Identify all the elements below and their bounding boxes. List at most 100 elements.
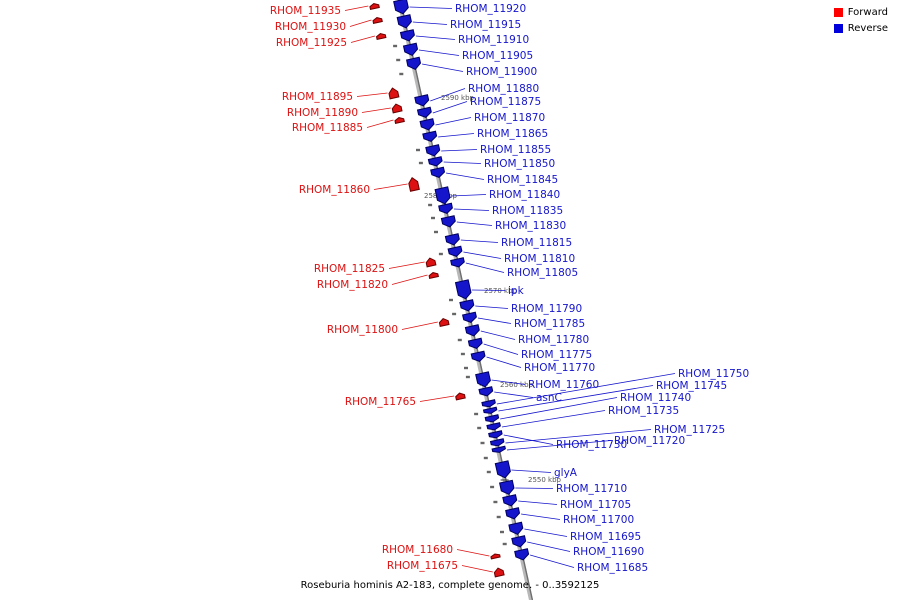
gene-glyph-RHOM_11930[interactable] xyxy=(372,17,383,24)
gene-label-RHOM_11930[interactable]: RHOM_11930 xyxy=(275,21,346,33)
gene-label-RHOM_11705[interactable]: RHOM_11705 xyxy=(560,499,631,511)
gene-glyph-RHOM_11695[interactable] xyxy=(508,521,524,536)
gene-label-RHOM_11770[interactable]: RHOM_11770 xyxy=(524,362,595,374)
gene-glyph-RHOM_11685[interactable] xyxy=(514,548,530,561)
gene-glyph-RHOM_11905[interactable] xyxy=(402,42,419,57)
gene-label-RHOM_11860[interactable]: RHOM_11860 xyxy=(299,184,370,196)
gene-glyph-ipk[interactable] xyxy=(454,279,472,300)
gene-glyph-RHOM_11815[interactable] xyxy=(444,233,460,246)
gene-glyph-RHOM_11920[interactable] xyxy=(393,0,409,15)
gene-glyph-RHOM_11725[interactable] xyxy=(489,438,505,447)
gene-label-RHOM_11695[interactable]: RHOM_11695 xyxy=(570,531,641,543)
gene-glyph-RHOM_11875[interactable] xyxy=(416,106,432,118)
gene-label-RHOM_11790[interactable]: RHOM_11790 xyxy=(511,303,582,315)
gene-glyph-RHOM_11745[interactable] xyxy=(482,406,498,414)
gene-label-RHOM_11895[interactable]: RHOM_11895 xyxy=(282,91,353,103)
gene-glyph-RHOM_11735[interactable] xyxy=(486,422,501,431)
gene-label-RHOM_11925[interactable]: RHOM_11925 xyxy=(276,37,347,49)
gene-label-RHOM_11820[interactable]: RHOM_11820 xyxy=(317,279,388,291)
gene-glyph-RHOM_11865[interactable] xyxy=(422,130,438,142)
gene-label-RHOM_11900[interactable]: RHOM_11900 xyxy=(466,66,537,78)
gene-glyph-RHOM_11850[interactable] xyxy=(427,156,443,167)
gene-glyph-RHOM_11820[interactable] xyxy=(428,272,439,279)
gene-glyph-glyA[interactable] xyxy=(494,460,511,479)
gene-glyph-RHOM_11780[interactable] xyxy=(464,324,480,337)
gene-label-RHOM_11740[interactable]: RHOM_11740 xyxy=(620,392,691,404)
gene-glyph-RHOM_11690[interactable] xyxy=(511,535,527,548)
gene-glyph-RHOM_11830[interactable] xyxy=(440,215,456,228)
gene-label-RHOM_11780[interactable]: RHOM_11780 xyxy=(518,334,589,346)
gene-label-RHOM_11920[interactable]: RHOM_11920 xyxy=(455,3,526,15)
gene-label-RHOM_11830[interactable]: RHOM_11830 xyxy=(495,220,566,232)
gene-label-RHOM_11775[interactable]: RHOM_11775 xyxy=(521,349,592,361)
gene-label-RHOM_11875[interactable]: RHOM_11875 xyxy=(470,96,541,108)
gene-glyph-asnC[interactable] xyxy=(478,386,494,397)
gene-glyph-RHOM_11710[interactable] xyxy=(499,479,515,495)
gene-glyph-RHOM_11925[interactable] xyxy=(375,33,387,40)
gene-label-RHOM_11880[interactable]: RHOM_11880 xyxy=(468,83,539,95)
gene-label-ipk[interactable]: ipk xyxy=(508,285,525,297)
gene-glyph-RHOM_11860[interactable] xyxy=(408,176,420,192)
gene-glyph-RHOM_11775[interactable] xyxy=(467,337,483,349)
gene-label-RHOM_11885[interactable]: RHOM_11885 xyxy=(292,122,363,134)
gene-glyph-RHOM_11915[interactable] xyxy=(396,14,412,29)
gene-glyph-RHOM_11910[interactable] xyxy=(399,29,415,42)
gene-label-RHOM_11760[interactable]: RHOM_11760 xyxy=(528,379,599,391)
gene-glyph-RHOM_11935[interactable] xyxy=(369,3,380,10)
gene-label-RHOM_11785[interactable]: RHOM_11785 xyxy=(514,318,585,330)
gene-label-RHOM_11720[interactable]: RHOM_11720 xyxy=(614,435,685,447)
gene-glyph-RHOM_11675[interactable] xyxy=(493,567,505,578)
gene-glyph-RHOM_11805[interactable] xyxy=(450,257,465,268)
gene-glyph-RHOM_11730[interactable] xyxy=(488,430,503,439)
gene-glyph-RHOM_11900[interactable] xyxy=(406,56,422,71)
gene-label-RHOM_11815[interactable]: RHOM_11815 xyxy=(501,237,572,249)
gene-label-RHOM_11750[interactable]: RHOM_11750 xyxy=(678,368,749,380)
gene-label-RHOM_11680[interactable]: RHOM_11680 xyxy=(382,544,453,556)
gene-glyph-RHOM_11720[interactable] xyxy=(491,445,506,453)
gene-label-RHOM_11685[interactable]: RHOM_11685 xyxy=(577,562,648,574)
gene-label-RHOM_11745[interactable]: RHOM_11745 xyxy=(656,380,727,392)
gene-label-RHOM_11915[interactable]: RHOM_11915 xyxy=(450,19,521,31)
gene-label-RHOM_11825[interactable]: RHOM_11825 xyxy=(314,263,385,275)
gene-label-RHOM_11855[interactable]: RHOM_11855 xyxy=(480,144,551,156)
gene-label-RHOM_11735[interactable]: RHOM_11735 xyxy=(608,405,679,417)
gene-glyph-RHOM_11750[interactable] xyxy=(481,399,496,408)
gene-label-RHOM_11805[interactable]: RHOM_11805 xyxy=(507,267,578,279)
gene-glyph-RHOM_11790[interactable] xyxy=(459,299,475,312)
gene-glyph-RHOM_11855[interactable] xyxy=(425,144,441,157)
gene-label-glyA[interactable]: glyA xyxy=(554,467,578,479)
gene-glyph-RHOM_11770[interactable] xyxy=(470,350,486,362)
gene-glyph-RHOM_11785[interactable] xyxy=(462,311,477,323)
gene-label-RHOM_11850[interactable]: RHOM_11850 xyxy=(484,158,555,170)
gene-glyph-RHOM_11680[interactable] xyxy=(490,553,501,560)
gene-label-RHOM_11870[interactable]: RHOM_11870 xyxy=(474,112,545,124)
gene-label-RHOM_11865[interactable]: RHOM_11865 xyxy=(477,128,548,140)
gene-label-asnC[interactable]: asnC xyxy=(536,392,562,404)
gene-label-RHOM_11765[interactable]: RHOM_11765 xyxy=(345,396,416,408)
gene-label-RHOM_11935[interactable]: RHOM_11935 xyxy=(270,5,341,17)
gene-label-RHOM_11910[interactable]: RHOM_11910 xyxy=(458,34,529,46)
gene-label-RHOM_11675[interactable]: RHOM_11675 xyxy=(387,560,458,572)
gene-glyph-RHOM_11740[interactable] xyxy=(484,414,500,423)
gene-label-RHOM_11845[interactable]: RHOM_11845 xyxy=(487,174,558,186)
gene-label-RHOM_11710[interactable]: RHOM_11710 xyxy=(556,483,627,495)
gene-glyph-RHOM_11840[interactable] xyxy=(434,186,451,205)
gene-label-RHOM_11700[interactable]: RHOM_11700 xyxy=(563,514,634,526)
gene-label-RHOM_11810[interactable]: RHOM_11810 xyxy=(504,253,575,265)
gene-glyph-RHOM_11810[interactable] xyxy=(447,245,463,257)
gene-glyph-RHOM_11885[interactable] xyxy=(394,117,405,124)
gene-glyph-RHOM_11800[interactable] xyxy=(438,318,450,327)
gene-label-RHOM_11730[interactable]: RHOM_11730 xyxy=(556,439,627,451)
gene-label-RHOM_11905[interactable]: RHOM_11905 xyxy=(462,50,533,62)
gene-glyph-RHOM_11895[interactable] xyxy=(388,87,400,100)
gene-glyph-RHOM_11705[interactable] xyxy=(502,494,518,507)
gene-glyph-RHOM_11845[interactable] xyxy=(430,166,446,178)
gene-label-RHOM_11690[interactable]: RHOM_11690 xyxy=(573,546,644,558)
gene-label-RHOM_11890[interactable]: RHOM_11890 xyxy=(287,107,358,119)
gene-glyph-RHOM_11765[interactable] xyxy=(455,392,466,401)
gene-glyph-RHOM_11700[interactable] xyxy=(505,507,521,520)
gene-label-RHOM_11835[interactable]: RHOM_11835 xyxy=(492,205,563,217)
gene-label-RHOM_11725[interactable]: RHOM_11725 xyxy=(654,424,725,436)
gene-glyph-RHOM_11890[interactable] xyxy=(391,103,403,114)
gene-glyph-RHOM_11870[interactable] xyxy=(419,118,435,131)
